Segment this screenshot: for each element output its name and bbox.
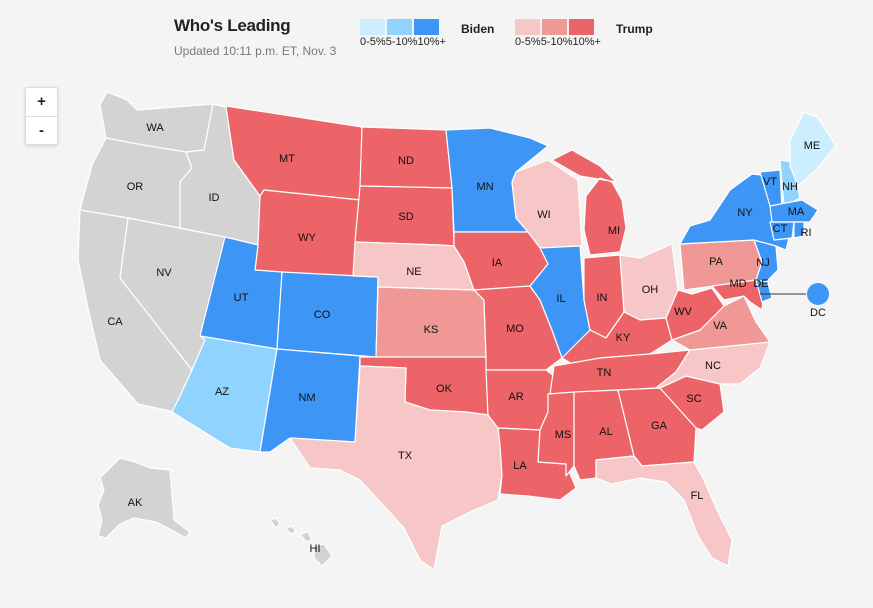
state-label-oh: OH bbox=[642, 284, 659, 296]
state-label-nc: NC bbox=[705, 360, 721, 372]
trump-bin-label: 0-5% bbox=[515, 36, 541, 48]
trump-swatch-5-10 bbox=[542, 19, 567, 35]
state-label-nv: NV bbox=[156, 267, 172, 279]
state-label-ut: UT bbox=[234, 292, 249, 304]
state-nc[interactable] bbox=[655, 341, 771, 389]
state-label-sc: SC bbox=[686, 393, 701, 405]
zoom-control: + - bbox=[25, 87, 58, 145]
state-label-la: LA bbox=[513, 460, 527, 472]
state-label-nd: ND bbox=[398, 155, 414, 167]
state-nh[interactable] bbox=[779, 159, 801, 207]
trump-bin-label: 10%+ bbox=[572, 36, 601, 48]
trump-legend: 0-5% 5-10% 10%+ bbox=[515, 19, 601, 48]
state-label-wi: WI bbox=[537, 209, 550, 221]
state-label-ms: MS bbox=[555, 429, 572, 441]
state-label-de: DE bbox=[753, 278, 768, 290]
state-label-ny: NY bbox=[737, 207, 753, 219]
state-label-tn: TN bbox=[597, 367, 612, 379]
state-label-co: CO bbox=[314, 309, 331, 321]
state-label-fl: FL bbox=[691, 490, 704, 502]
state-label-pa: PA bbox=[709, 256, 724, 268]
state-label-ne: NE bbox=[406, 266, 421, 278]
state-label-ks: KS bbox=[424, 324, 439, 336]
state-dc[interactable] bbox=[807, 283, 829, 305]
state-label-ri: RI bbox=[801, 227, 812, 239]
zoom-in-button[interactable]: + bbox=[37, 93, 46, 110]
state-label-mn: MN bbox=[476, 181, 493, 193]
state-label-va: VA bbox=[713, 320, 728, 332]
state-fl[interactable] bbox=[595, 455, 733, 567]
biden-bin-label: 5-10% bbox=[385, 36, 418, 48]
state-label-ok: OK bbox=[436, 383, 453, 395]
map-title: Who's Leading bbox=[174, 16, 291, 35]
state-label-ia: IA bbox=[492, 257, 503, 269]
state-label-hi: HI bbox=[310, 543, 321, 555]
state-me[interactable] bbox=[789, 111, 837, 187]
state-label-md: MD bbox=[729, 278, 746, 290]
biden-legend-label: Biden bbox=[461, 22, 495, 36]
state-wi[interactable] bbox=[511, 159, 583, 249]
state-ri[interactable] bbox=[793, 221, 805, 239]
zoom-out-button[interactable]: - bbox=[26, 116, 57, 145]
biden-swatch-10plus bbox=[414, 19, 439, 35]
trump-bin-label: 5-10% bbox=[540, 36, 573, 48]
state-label-ma: MA bbox=[788, 206, 805, 218]
state-hi[interactable] bbox=[269, 517, 333, 567]
state-label-ct: CT bbox=[773, 223, 788, 235]
state-label-nj: NJ bbox=[756, 257, 769, 269]
state-ct[interactable] bbox=[769, 221, 795, 241]
state-label-ca: CA bbox=[107, 316, 123, 328]
state-tx[interactable] bbox=[289, 365, 503, 571]
biden-bin-label: 0-5% bbox=[360, 36, 386, 48]
state-mi[interactable] bbox=[551, 149, 627, 256]
state-ks[interactable] bbox=[375, 286, 487, 358]
state-label-wa: WA bbox=[146, 122, 164, 134]
updated-timestamp: Updated 10:11 p.m. ET, Nov. 3 bbox=[174, 44, 337, 58]
state-label-al: AL bbox=[599, 426, 612, 438]
state-label-az: AZ bbox=[215, 386, 229, 398]
state-label-or: OR bbox=[127, 181, 144, 193]
header: Who's Leading Updated 10:11 p.m. ET, Nov… bbox=[174, 16, 336, 58]
state-label-sd: SD bbox=[398, 211, 413, 223]
trump-swatch-0-5 bbox=[515, 19, 540, 35]
state-label-mt: MT bbox=[279, 153, 295, 165]
state-label-ak: AK bbox=[128, 497, 143, 509]
state-label-ga: GA bbox=[651, 420, 668, 432]
state-label-id: ID bbox=[209, 192, 220, 204]
state-label-mi: MI bbox=[608, 225, 620, 237]
trump-legend-label: Trump bbox=[616, 22, 653, 36]
state-label-ky: KY bbox=[616, 332, 631, 344]
state-label-vt: VT bbox=[763, 176, 777, 188]
biden-swatch-5-10 bbox=[387, 19, 412, 35]
state-label-mo: MO bbox=[506, 323, 524, 335]
state-label-wy: WY bbox=[298, 232, 316, 244]
state-wv[interactable] bbox=[665, 287, 725, 341]
state-label-wv: WV bbox=[674, 306, 692, 318]
state-label-dc: DC bbox=[810, 307, 826, 319]
state-label-tx: TX bbox=[398, 450, 413, 462]
state-label-in: IN bbox=[597, 292, 608, 304]
state-label-nh: NH bbox=[782, 181, 798, 193]
state-label-me: ME bbox=[804, 140, 821, 152]
biden-bin-label: 10%+ bbox=[417, 36, 446, 48]
state-label-nm: NM bbox=[298, 392, 315, 404]
state-oh[interactable] bbox=[619, 243, 679, 321]
state-label-il: IL bbox=[556, 293, 565, 305]
biden-swatch-0-5 bbox=[360, 19, 385, 35]
biden-legend: 0-5% 5-10% 10%+ bbox=[360, 19, 446, 48]
state-label-ar: AR bbox=[508, 391, 523, 403]
state-ak[interactable] bbox=[97, 457, 191, 539]
state-ma[interactable] bbox=[769, 199, 819, 223]
trump-swatch-10plus bbox=[569, 19, 594, 35]
